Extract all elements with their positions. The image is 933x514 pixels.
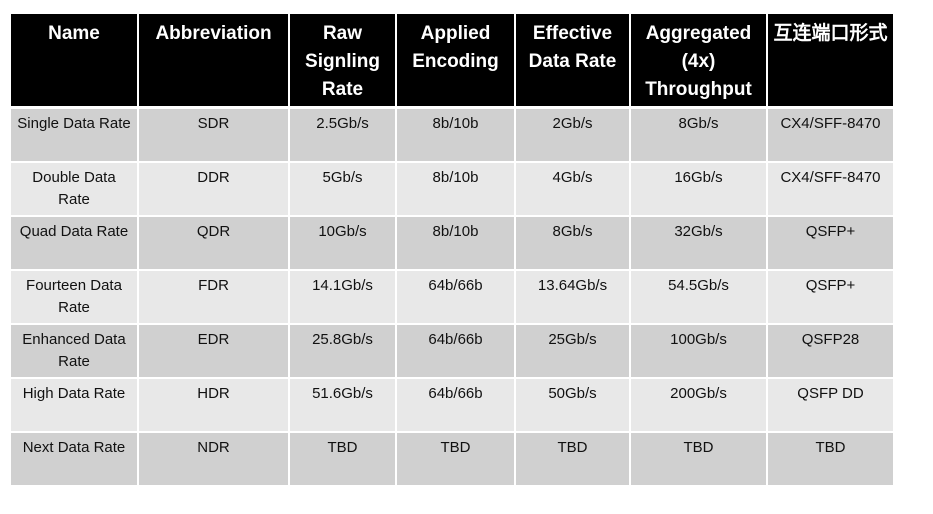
cell-encoding: TBD xyxy=(396,432,516,487)
cell-raw-rate: 5Gb/s xyxy=(289,162,397,217)
cell-raw-rate: 25.8Gb/s xyxy=(289,324,397,379)
cell-throughput: 16Gb/s xyxy=(630,162,768,217)
cell-throughput: TBD xyxy=(630,432,768,487)
cell-port-form: TBD xyxy=(767,432,893,487)
cell-effective-rate: 2Gb/s xyxy=(515,107,631,163)
cell-effective-rate: 25Gb/s xyxy=(515,324,631,379)
header-aggregated-throughput: Aggregated (4x) Throughput xyxy=(630,14,768,109)
cell-effective-rate: 13.64Gb/s xyxy=(515,270,631,325)
table-header-row: Name Abbreviation Raw Signling Rate Appl… xyxy=(11,14,893,109)
cell-port-form: QSFP DD xyxy=(767,378,893,433)
cell-throughput: 8Gb/s xyxy=(630,107,768,163)
table-row: Double Data Rate DDR 5Gb/s 8b/10b 4Gb/s … xyxy=(11,162,893,217)
cell-encoding: 8b/10b xyxy=(396,216,516,271)
cell-name: Fourteen Data Rate xyxy=(11,270,139,325)
cell-name: Double Data Rate xyxy=(11,162,139,217)
table-row: Enhanced Data Rate EDR 25.8Gb/s 64b/66b … xyxy=(11,324,893,379)
cell-abbreviation: NDR xyxy=(138,432,290,487)
cell-effective-rate: 4Gb/s xyxy=(515,162,631,217)
header-interconnect-port-form: 互连端口形式 xyxy=(767,14,893,109)
cell-name: Next Data Rate xyxy=(11,432,139,487)
cell-abbreviation: DDR xyxy=(138,162,290,217)
cell-throughput: 100Gb/s xyxy=(630,324,768,379)
cell-throughput: 200Gb/s xyxy=(630,378,768,433)
header-name: Name xyxy=(11,14,139,109)
cell-abbreviation: HDR xyxy=(138,378,290,433)
cell-effective-rate: 8Gb/s xyxy=(515,216,631,271)
cell-name: High Data Rate xyxy=(11,378,139,433)
cell-effective-rate: TBD xyxy=(515,432,631,487)
cell-throughput: 32Gb/s xyxy=(630,216,768,271)
cell-encoding: 64b/66b xyxy=(396,270,516,325)
table-row: High Data Rate HDR 51.6Gb/s 64b/66b 50Gb… xyxy=(11,378,893,433)
header-applied-encoding: Applied Encoding xyxy=(396,14,516,109)
table-row: Quad Data Rate QDR 10Gb/s 8b/10b 8Gb/s 3… xyxy=(11,216,893,271)
infiniband-rate-table: Name Abbreviation Raw Signling Rate Appl… xyxy=(11,14,893,487)
cell-encoding: 64b/66b xyxy=(396,378,516,433)
table-row: Fourteen Data Rate FDR 14.1Gb/s 64b/66b … xyxy=(11,270,893,325)
cell-encoding: 8b/10b xyxy=(396,162,516,217)
cell-throughput: 54.5Gb/s xyxy=(630,270,768,325)
table-row: Next Data Rate NDR TBD TBD TBD TBD TBD xyxy=(11,432,893,487)
header-raw-signaling-rate: Raw Signling Rate xyxy=(289,14,397,109)
cell-encoding: 64b/66b xyxy=(396,324,516,379)
cell-name: Quad Data Rate xyxy=(11,216,139,271)
cell-port-form: CX4/SFF-8470 xyxy=(767,162,893,217)
cell-encoding: 8b/10b xyxy=(396,107,516,163)
cell-raw-rate: TBD xyxy=(289,432,397,487)
cell-raw-rate: 14.1Gb/s xyxy=(289,270,397,325)
cell-port-form: QSFP+ xyxy=(767,216,893,271)
cell-port-form: CX4/SFF-8470 xyxy=(767,107,893,163)
cell-name: Enhanced Data Rate xyxy=(11,324,139,379)
cell-port-form: QSFP28 xyxy=(767,324,893,379)
cell-abbreviation: FDR xyxy=(138,270,290,325)
cell-abbreviation: SDR xyxy=(138,107,290,163)
cell-abbreviation: QDR xyxy=(138,216,290,271)
cell-abbreviation: EDR xyxy=(138,324,290,379)
cell-effective-rate: 50Gb/s xyxy=(515,378,631,433)
infiniband-rate-table-container: Name Abbreviation Raw Signling Rate Appl… xyxy=(11,14,893,487)
cell-raw-rate: 2.5Gb/s xyxy=(289,107,397,163)
cell-raw-rate: 51.6Gb/s xyxy=(289,378,397,433)
cell-name: Single Data Rate xyxy=(11,107,139,163)
header-effective-data-rate: Effective Data Rate xyxy=(515,14,631,109)
cell-port-form: QSFP+ xyxy=(767,270,893,325)
header-abbreviation: Abbreviation xyxy=(138,14,290,109)
table-row: Single Data Rate SDR 2.5Gb/s 8b/10b 2Gb/… xyxy=(11,107,893,163)
cell-raw-rate: 10Gb/s xyxy=(289,216,397,271)
